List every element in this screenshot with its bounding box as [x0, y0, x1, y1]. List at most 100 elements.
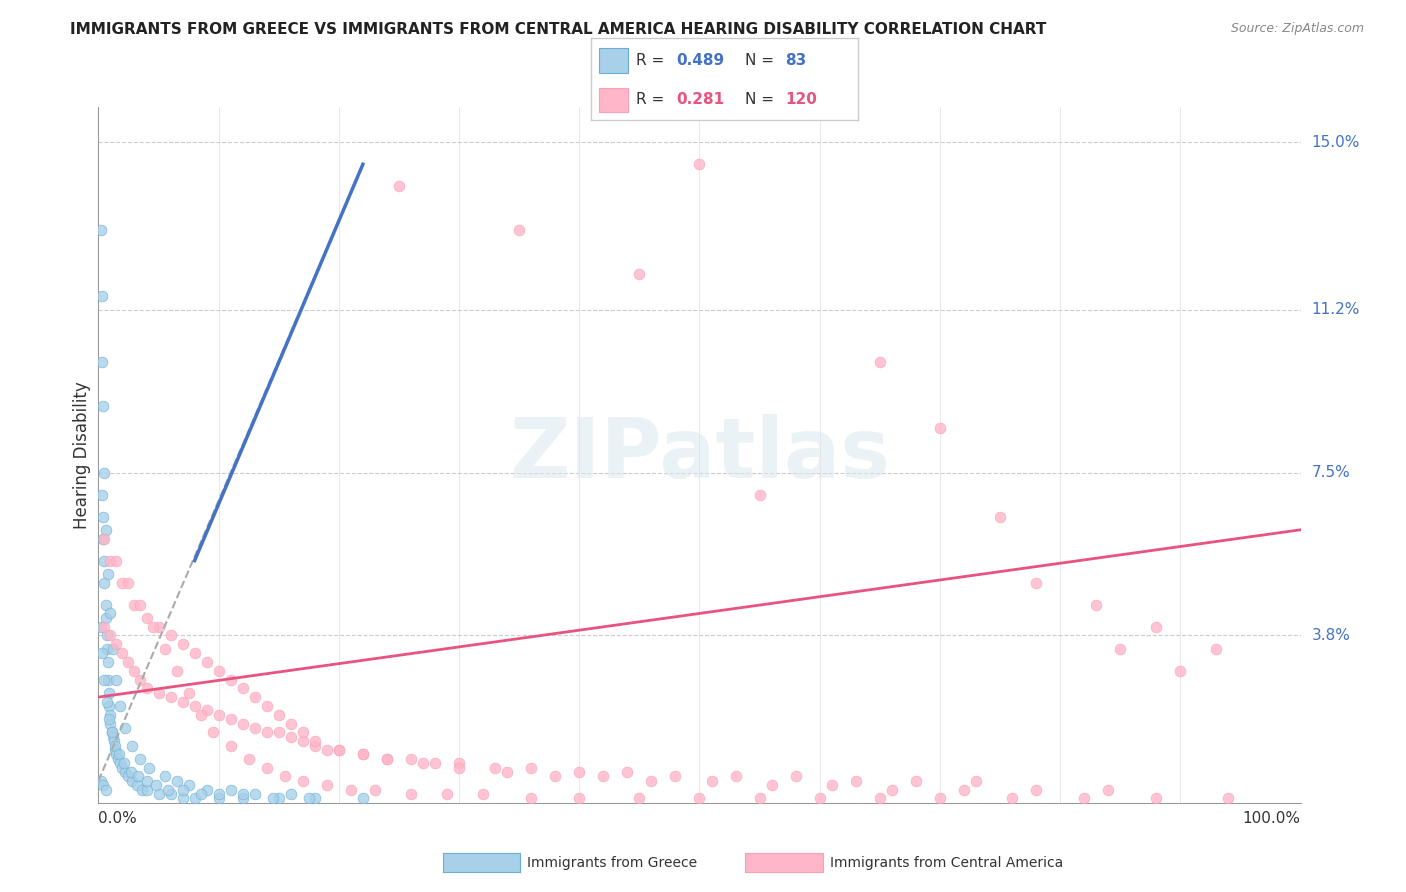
Point: [111, 575, 134, 590]
Point: [104, 739, 127, 753]
Point: [238, 752, 260, 766]
Point: [172, 791, 194, 805]
Point: [121, 739, 143, 753]
Point: [880, 782, 903, 797]
Point: [117, 769, 139, 783]
Point: [166, 773, 188, 788]
Point: [153, 641, 176, 656]
Point: [159, 628, 181, 642]
Point: [98, 686, 121, 700]
Point: [105, 553, 128, 567]
Point: [243, 690, 266, 705]
Point: [953, 782, 976, 797]
Point: [93, 466, 115, 480]
Point: [988, 509, 1011, 524]
Point: [100, 607, 122, 621]
Point: [869, 355, 891, 369]
Point: [232, 716, 254, 731]
Point: [628, 268, 651, 282]
Point: [101, 730, 124, 744]
Text: Source: ZipAtlas.com: Source: ZipAtlas.com: [1230, 22, 1364, 36]
Point: [138, 761, 160, 775]
Point: [821, 778, 844, 792]
Point: [412, 756, 434, 771]
Point: [108, 698, 131, 713]
Point: [114, 721, 136, 735]
Point: [91, 778, 114, 792]
Point: [219, 673, 242, 687]
Point: [101, 641, 124, 656]
Point: [117, 655, 139, 669]
Point: [112, 756, 135, 771]
Point: [100, 628, 122, 642]
Point: [94, 598, 117, 612]
Point: [965, 773, 987, 788]
Point: [352, 747, 374, 762]
Point: [190, 707, 212, 722]
Text: Immigrants from Central America: Immigrants from Central America: [830, 855, 1063, 870]
Point: [124, 664, 146, 678]
Text: 0.489: 0.489: [676, 53, 724, 68]
Point: [177, 778, 200, 792]
Point: [399, 787, 422, 801]
Point: [100, 553, 122, 567]
Point: [91, 509, 114, 524]
Point: [98, 712, 121, 726]
Point: [243, 721, 266, 735]
Point: [104, 743, 127, 757]
Point: [105, 637, 128, 651]
Point: [219, 739, 242, 753]
Point: [208, 787, 231, 801]
Point: [447, 756, 470, 771]
Point: [628, 791, 651, 805]
Point: [135, 773, 157, 788]
Point: [120, 764, 142, 779]
Point: [496, 764, 519, 779]
Point: [280, 787, 302, 801]
Point: [97, 655, 120, 669]
Point: [761, 778, 783, 792]
Point: [111, 646, 134, 660]
Point: [114, 764, 136, 779]
Point: [172, 782, 194, 797]
Point: [1218, 791, 1240, 805]
Point: [484, 761, 506, 775]
Point: [304, 734, 326, 748]
Point: [129, 752, 152, 766]
Point: [100, 725, 122, 739]
Text: N =: N =: [745, 53, 779, 68]
Point: [352, 747, 374, 762]
Point: [1109, 641, 1132, 656]
Point: [291, 725, 314, 739]
Point: [280, 730, 302, 744]
Point: [93, 553, 115, 567]
Point: [232, 787, 254, 801]
Point: [91, 289, 114, 303]
Point: [129, 598, 152, 612]
Point: [1144, 791, 1167, 805]
Bar: [599, 87, 628, 112]
Point: [267, 725, 290, 739]
Point: [135, 782, 157, 797]
Text: 100.0%: 100.0%: [1243, 811, 1301, 826]
Point: [172, 637, 194, 651]
Point: [328, 743, 350, 757]
Point: [1205, 641, 1227, 656]
Point: [96, 628, 118, 642]
Point: [129, 673, 152, 687]
Point: [274, 769, 297, 783]
Text: 3.8%: 3.8%: [1312, 628, 1351, 643]
Point: [724, 769, 747, 783]
Point: [100, 707, 122, 722]
Point: [94, 523, 117, 537]
Point: [100, 716, 122, 731]
Point: [166, 664, 188, 678]
Point: [785, 769, 807, 783]
Point: [298, 791, 321, 805]
Point: [135, 681, 157, 696]
Point: [219, 712, 242, 726]
Point: [105, 673, 128, 687]
Point: [125, 778, 148, 792]
Point: [117, 575, 139, 590]
Point: [91, 355, 114, 369]
